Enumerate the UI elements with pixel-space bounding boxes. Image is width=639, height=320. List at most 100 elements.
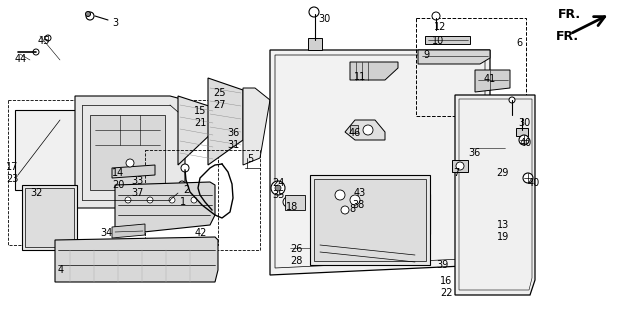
Text: 44: 44 [15, 54, 27, 64]
Text: 28: 28 [290, 256, 302, 266]
Polygon shape [115, 182, 215, 235]
Text: 17: 17 [6, 162, 19, 172]
Text: 9: 9 [423, 50, 429, 60]
Text: 24: 24 [272, 178, 284, 188]
Text: 29: 29 [496, 168, 509, 178]
Text: FR.: FR. [558, 8, 581, 21]
Text: 6: 6 [516, 38, 522, 48]
Text: 33: 33 [131, 176, 143, 186]
Circle shape [181, 164, 189, 172]
Circle shape [456, 162, 464, 170]
Text: 18: 18 [286, 202, 298, 212]
Text: 36: 36 [468, 148, 481, 158]
Circle shape [309, 7, 319, 17]
Circle shape [86, 12, 94, 20]
Circle shape [179, 181, 185, 187]
Polygon shape [285, 195, 305, 210]
Polygon shape [90, 115, 165, 190]
Text: 26: 26 [290, 244, 302, 254]
Text: 14: 14 [112, 168, 124, 178]
Text: 21: 21 [194, 118, 206, 128]
Polygon shape [360, 224, 425, 230]
Circle shape [191, 197, 197, 203]
Bar [350, 125, 358, 133]
Circle shape [335, 190, 345, 200]
Text: 8: 8 [349, 204, 355, 214]
Text: 5: 5 [247, 154, 253, 164]
Polygon shape [178, 96, 215, 165]
Polygon shape [355, 194, 430, 234]
Polygon shape [360, 206, 425, 212]
Text: 2: 2 [183, 185, 189, 195]
Circle shape [271, 181, 285, 195]
Polygon shape [243, 88, 270, 165]
Text: 41: 41 [484, 74, 497, 84]
Circle shape [523, 173, 533, 183]
Polygon shape [425, 36, 470, 44]
Polygon shape [112, 165, 155, 178]
Text: 38: 38 [352, 200, 364, 210]
Polygon shape [455, 95, 535, 295]
Text: 45: 45 [38, 36, 50, 46]
Text: 23: 23 [6, 174, 19, 184]
Text: 40: 40 [528, 178, 540, 188]
Bar [22, 185, 77, 250]
Text: 15: 15 [194, 106, 206, 116]
Text: 31: 31 [227, 140, 239, 150]
Polygon shape [112, 224, 145, 238]
Text: 13: 13 [497, 220, 509, 230]
Circle shape [126, 159, 134, 167]
Text: 1: 1 [180, 197, 186, 207]
Text: 30: 30 [318, 14, 330, 24]
Text: 43: 43 [354, 188, 366, 198]
Polygon shape [516, 128, 528, 136]
Text: 40: 40 [520, 138, 532, 148]
Text: 19: 19 [497, 232, 509, 242]
Bar [25, 188, 74, 247]
Text: 22: 22 [440, 288, 452, 298]
Circle shape [125, 197, 131, 203]
Text: 37: 37 [131, 188, 143, 198]
Text: 27: 27 [213, 100, 226, 110]
Polygon shape [55, 237, 218, 282]
Circle shape [363, 125, 373, 135]
Polygon shape [270, 50, 490, 275]
Text: 12: 12 [434, 22, 447, 32]
Circle shape [341, 206, 349, 214]
Text: 7: 7 [453, 168, 459, 178]
Text: 46: 46 [349, 128, 361, 138]
Text: 30: 30 [518, 118, 530, 128]
Circle shape [519, 135, 529, 145]
Text: 10: 10 [432, 36, 444, 46]
Polygon shape [15, 110, 80, 190]
Polygon shape [452, 160, 468, 172]
Polygon shape [314, 179, 426, 261]
Text: 16: 16 [440, 276, 452, 286]
Text: 34: 34 [100, 228, 112, 238]
Circle shape [134, 194, 142, 202]
Polygon shape [418, 50, 490, 64]
Bar [145, 150, 260, 250]
Circle shape [432, 12, 440, 20]
Polygon shape [345, 120, 385, 140]
Polygon shape [310, 175, 430, 265]
Polygon shape [350, 62, 398, 80]
Circle shape [45, 35, 51, 41]
Polygon shape [208, 78, 243, 165]
Circle shape [33, 49, 39, 55]
Text: 11: 11 [354, 72, 366, 82]
Bar [416, 18, 526, 116]
Circle shape [169, 197, 175, 203]
Text: 32: 32 [30, 188, 42, 198]
Polygon shape [360, 215, 425, 221]
Polygon shape [360, 197, 425, 203]
Text: 3: 3 [112, 18, 118, 28]
Circle shape [350, 195, 360, 205]
Circle shape [283, 197, 293, 207]
Circle shape [86, 12, 91, 17]
Text: 36: 36 [227, 128, 239, 138]
Text: 35: 35 [272, 190, 284, 200]
Polygon shape [308, 38, 322, 50]
Text: FR.: FR. [556, 30, 579, 43]
Text: 4: 4 [58, 265, 64, 275]
